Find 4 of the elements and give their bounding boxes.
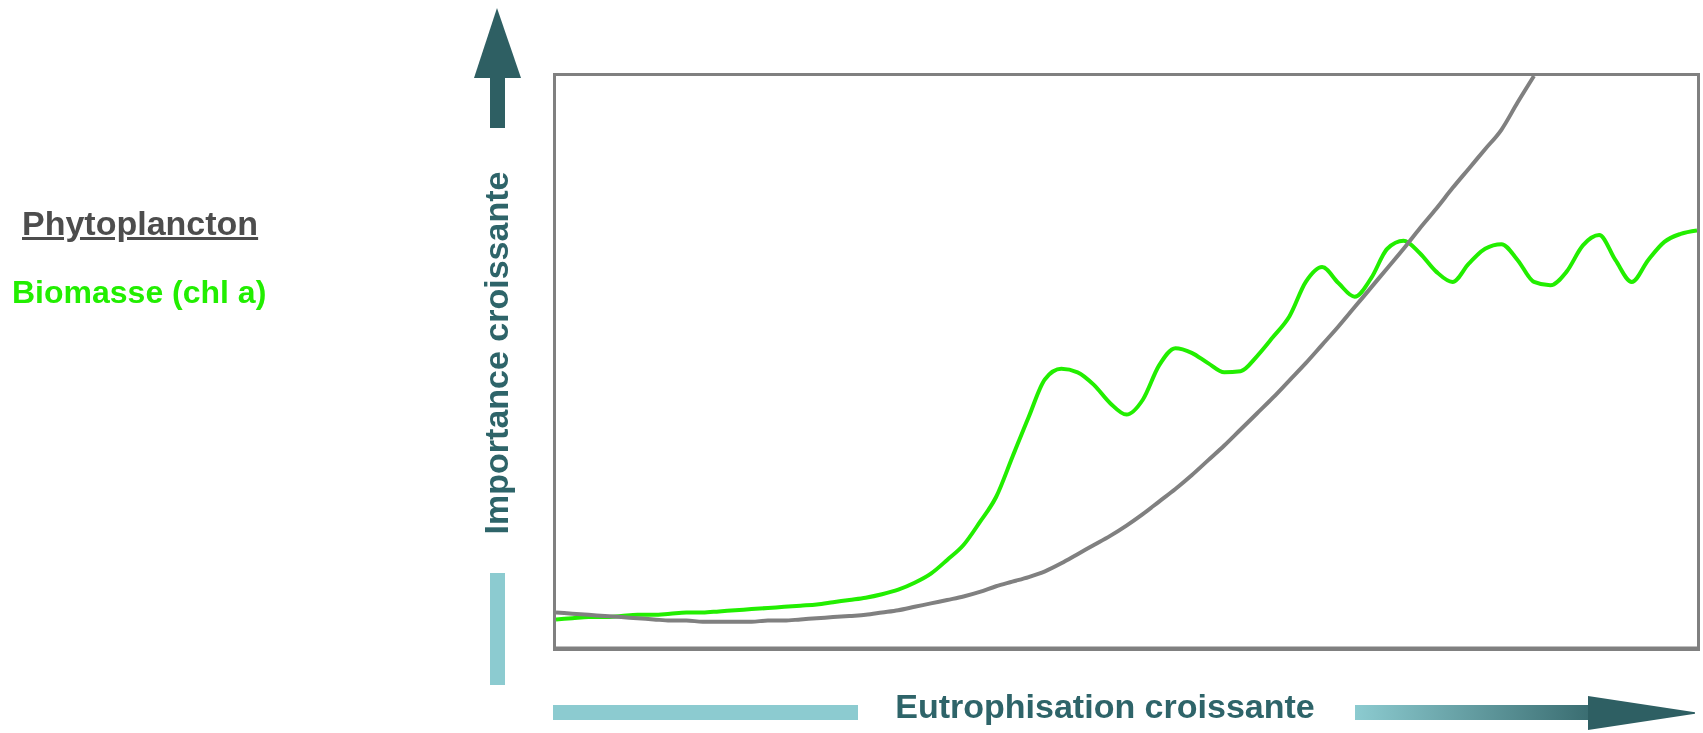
- y-axis-title: Importance croissante: [477, 171, 515, 535]
- text: Phytoplancton: [22, 204, 259, 243]
- text: Biomasse (chl a): [12, 274, 267, 311]
- x-axis-title: Eutrophisation croissante: [895, 687, 1315, 725]
